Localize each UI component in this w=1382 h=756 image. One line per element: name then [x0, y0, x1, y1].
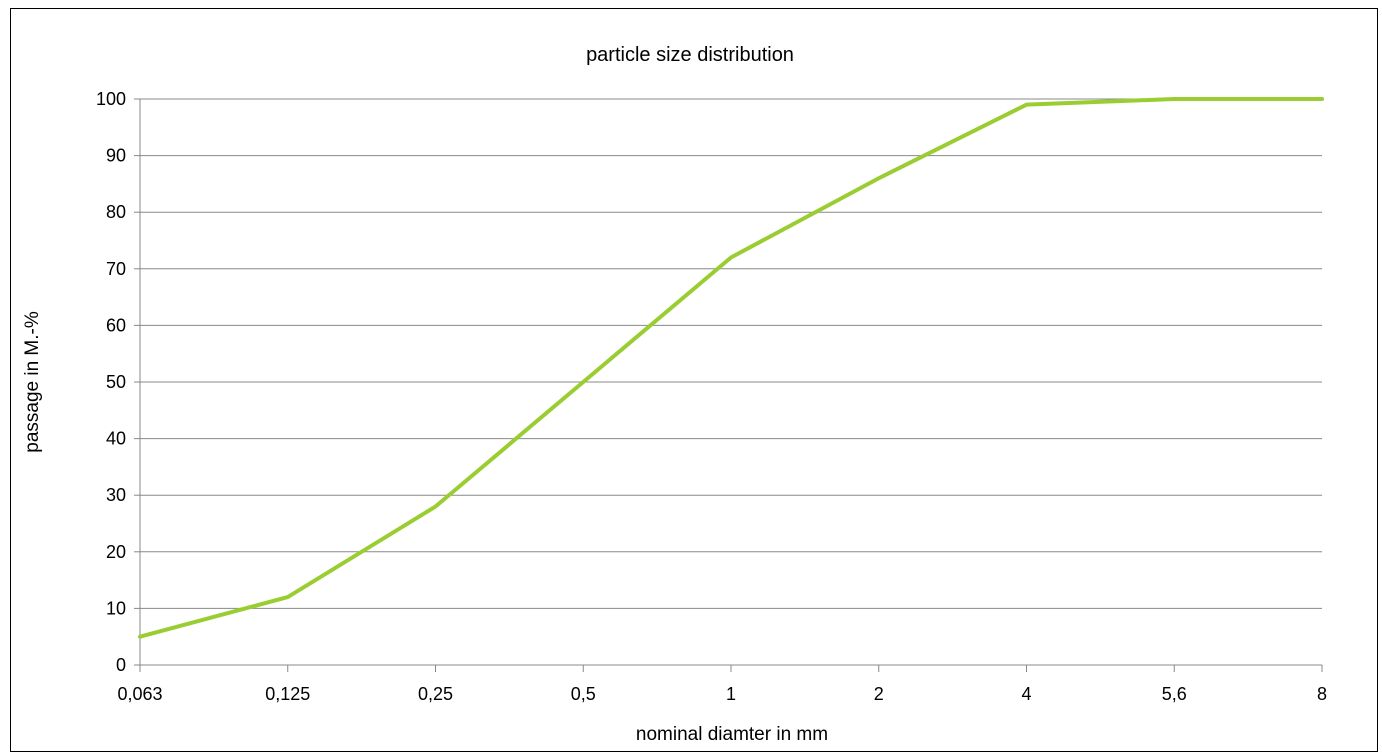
y-tick-label: 30: [106, 485, 126, 505]
y-tick-label: 70: [106, 259, 126, 279]
x-tick-label: 0,5: [571, 684, 596, 704]
y-tick-label: 60: [106, 315, 126, 335]
chart-title: particle size distribution: [586, 44, 794, 66]
y-tick-label: 20: [106, 542, 126, 562]
y-tick-label: 50: [106, 372, 126, 392]
series-line-0: [138, 97, 1324, 639]
x-tick-label: 0,125: [265, 684, 310, 704]
grid-layer: [140, 98, 1322, 609]
chart-frame: [10, 8, 1378, 752]
y-tick-label: 80: [106, 202, 126, 222]
y-tick-label: 40: [106, 429, 126, 449]
x-tick-label: 8: [1317, 684, 1327, 704]
x-tick-label: 0,063: [117, 684, 162, 704]
x-tick-label: 4: [1021, 684, 1031, 704]
x-axis-label: nominal diamter in mm: [636, 724, 828, 745]
y-axis-label: passage in M.-%: [22, 311, 43, 453]
y-tick-label: 90: [106, 146, 126, 166]
x-tick-label: 1: [726, 684, 736, 704]
x-tick-label: 0,25: [418, 684, 453, 704]
series-layer: [138, 97, 1324, 639]
x-tick-label: 2: [874, 684, 884, 704]
y-tick-label: 10: [106, 598, 126, 618]
y-tick-label: 100: [96, 89, 126, 109]
tick-label-layer: 0 10 20 30 40 50 60 70 80 90 100 0,063 0,125 0,25 0,5 1…: [96, 89, 1327, 704]
y-tick-label: 0: [116, 655, 126, 675]
x-tick-label: 5,6: [1162, 684, 1187, 704]
